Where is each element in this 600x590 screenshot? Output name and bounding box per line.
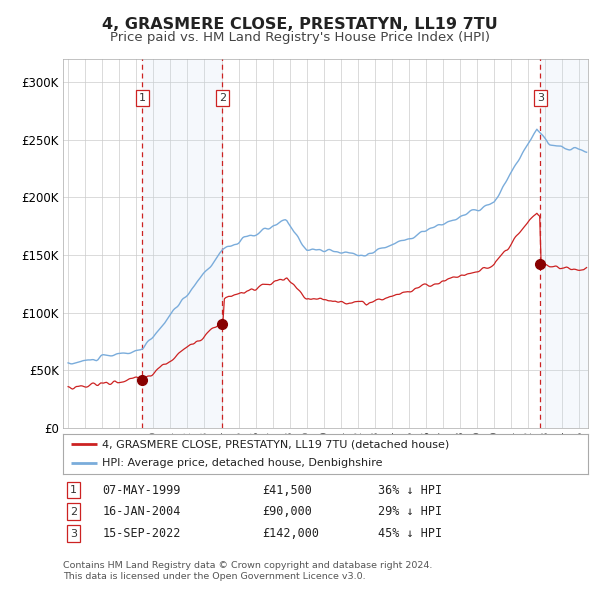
Text: 4, GRASMERE CLOSE, PRESTATYN, LL19 7TU: 4, GRASMERE CLOSE, PRESTATYN, LL19 7TU — [102, 17, 498, 31]
Text: 36% ↓ HPI: 36% ↓ HPI — [378, 484, 442, 497]
Text: 1: 1 — [139, 93, 146, 103]
Bar — [541, 59, 588, 428]
Text: 1: 1 — [70, 485, 77, 495]
Text: 3: 3 — [537, 93, 544, 103]
Text: 2: 2 — [218, 93, 226, 103]
Text: This data is licensed under the Open Government Licence v3.0.: This data is licensed under the Open Gov… — [63, 572, 365, 581]
Text: Price paid vs. HM Land Registry's House Price Index (HPI): Price paid vs. HM Land Registry's House … — [110, 31, 490, 44]
Text: 3: 3 — [70, 529, 77, 539]
Text: 45% ↓ HPI: 45% ↓ HPI — [378, 527, 442, 540]
Text: £90,000: £90,000 — [263, 505, 313, 519]
Text: 29% ↓ HPI: 29% ↓ HPI — [378, 505, 442, 519]
Text: 15-SEP-2022: 15-SEP-2022 — [103, 527, 181, 540]
Text: 07-MAY-1999: 07-MAY-1999 — [103, 484, 181, 497]
Text: Contains HM Land Registry data © Crown copyright and database right 2024.: Contains HM Land Registry data © Crown c… — [63, 560, 433, 569]
Text: £142,000: £142,000 — [263, 527, 320, 540]
Text: HPI: Average price, detached house, Denbighshire: HPI: Average price, detached house, Denb… — [103, 458, 383, 468]
Text: £41,500: £41,500 — [263, 484, 313, 497]
Text: 2: 2 — [70, 507, 77, 517]
Text: 4, GRASMERE CLOSE, PRESTATYN, LL19 7TU (detached house): 4, GRASMERE CLOSE, PRESTATYN, LL19 7TU (… — [103, 440, 449, 450]
Bar — [142, 59, 222, 428]
Text: 16-JAN-2004: 16-JAN-2004 — [103, 505, 181, 519]
